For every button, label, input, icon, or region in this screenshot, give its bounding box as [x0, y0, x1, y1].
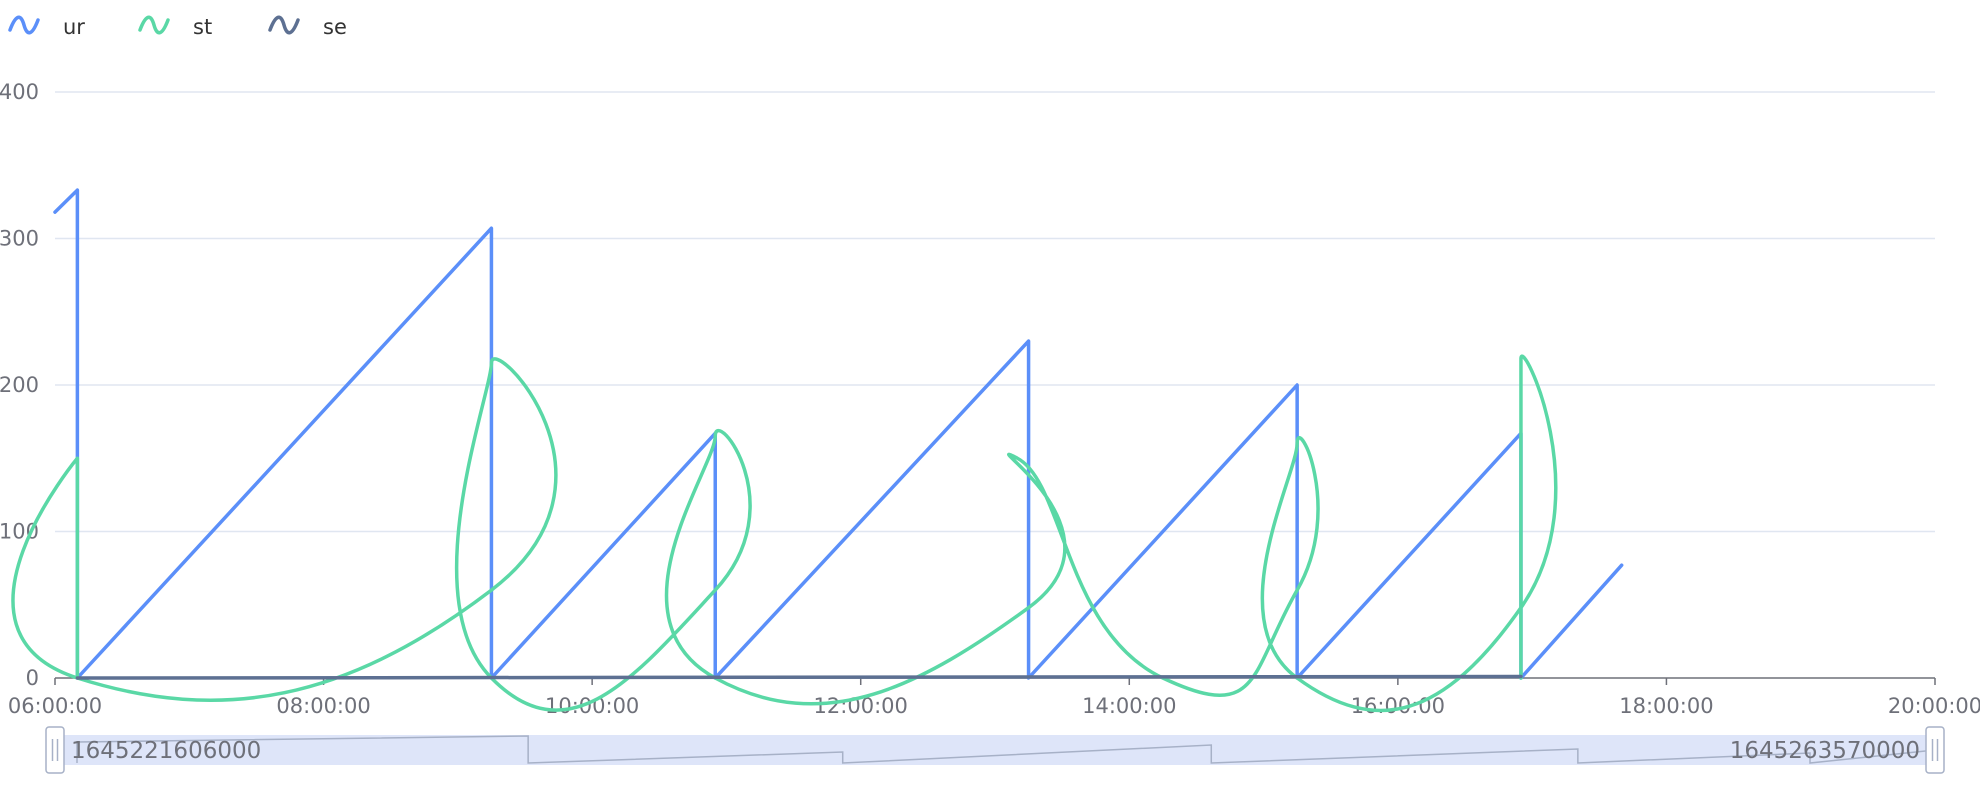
zoom-start-handle[interactable]	[45, 726, 65, 774]
grid-lines	[55, 91, 1935, 533]
legend-item-se[interactable]: se	[268, 15, 347, 39]
zoom-end-handle[interactable]	[1925, 726, 1945, 774]
zoom-start-label: 1645221606000	[71, 738, 261, 764]
y-tick-label: 200	[0, 373, 39, 397]
y-tick-label: 0	[26, 666, 39, 690]
series-line-se[interactable]	[75, 674, 1523, 680]
zoom-preview-line	[76, 735, 1936, 764]
legend-label: ur	[63, 15, 85, 39]
y-tick-label: 400	[0, 80, 39, 104]
series-lines	[11, 188, 1624, 713]
zoom-end-label: 1645263570000	[1730, 738, 1920, 764]
legend-item-st[interactable]: st	[138, 15, 212, 39]
series-line-ur[interactable]	[53, 188, 1624, 680]
x-tick-label: 06:00:00	[8, 694, 102, 718]
y-tick-label: 100	[0, 520, 39, 544]
data-zoom-slider[interactable]: 1645221606000 1645263570000	[45, 726, 1945, 774]
series-line-st[interactable]	[11, 354, 1558, 713]
legend-marker-icon	[8, 15, 40, 35]
x-tick-label: 18:00:00	[1619, 694, 1713, 718]
legend-item-ur[interactable]: ur	[8, 15, 85, 39]
legend-marker-icon	[138, 15, 170, 35]
legend: ur st se	[8, 15, 347, 39]
x-tick-label: 20:00:00	[1888, 694, 1980, 718]
legend-label: st	[193, 15, 212, 39]
zoom-selection[interactable]	[55, 735, 1935, 765]
x-tick-label: 08:00:00	[276, 694, 370, 718]
x-tick-label: 10:00:00	[545, 694, 639, 718]
legend-marker-icon	[268, 15, 300, 35]
x-tick-label: 14:00:00	[1082, 694, 1176, 718]
legend-label: se	[323, 15, 347, 39]
y-tick-label: 300	[0, 227, 39, 251]
